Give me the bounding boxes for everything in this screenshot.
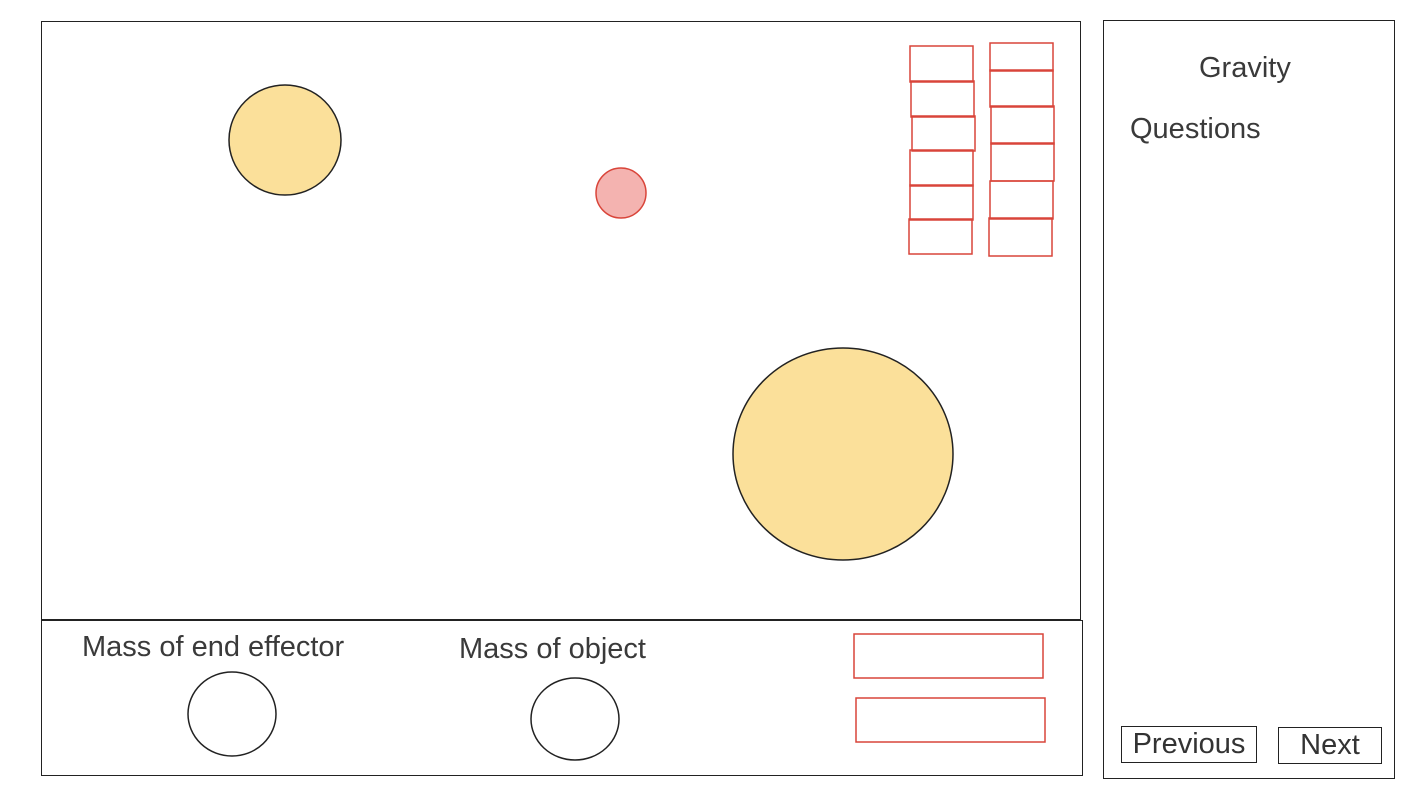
simulation-area xyxy=(41,21,1081,620)
small-planet[interactable] xyxy=(228,84,342,196)
stack-box[interactable] xyxy=(910,80,975,118)
end-effector-object[interactable] xyxy=(595,167,647,219)
questions-label: Questions xyxy=(1130,113,1261,145)
stack-box[interactable] xyxy=(989,42,1054,72)
stack-box[interactable] xyxy=(990,105,1055,145)
stack-box[interactable] xyxy=(989,180,1054,220)
next-button[interactable]: Next xyxy=(1278,727,1382,764)
stack-box[interactable] xyxy=(909,184,974,221)
panel-title: Gravity xyxy=(1199,52,1291,84)
stack-box[interactable] xyxy=(989,69,1054,108)
control-bar xyxy=(41,620,1083,776)
stack-box[interactable] xyxy=(909,45,974,83)
stack-box[interactable] xyxy=(988,217,1053,257)
input-box-bottom[interactable] xyxy=(855,697,1046,743)
mass-object-label: Mass of object xyxy=(459,633,646,665)
input-box-top[interactable] xyxy=(853,633,1044,679)
box-stack-right xyxy=(988,42,1055,257)
side-panel xyxy=(1103,20,1395,779)
mass-end-effector-label: Mass of end effector xyxy=(82,631,345,663)
box-stack-left xyxy=(908,45,976,255)
end-effector-mass-knob[interactable] xyxy=(187,671,277,757)
previous-button[interactable]: Previous xyxy=(1121,726,1257,763)
large-planet[interactable] xyxy=(732,347,954,561)
stack-box[interactable] xyxy=(911,115,976,152)
object-mass-knob[interactable] xyxy=(530,677,620,761)
stack-box[interactable] xyxy=(908,218,973,255)
stack-box[interactable] xyxy=(909,149,974,187)
